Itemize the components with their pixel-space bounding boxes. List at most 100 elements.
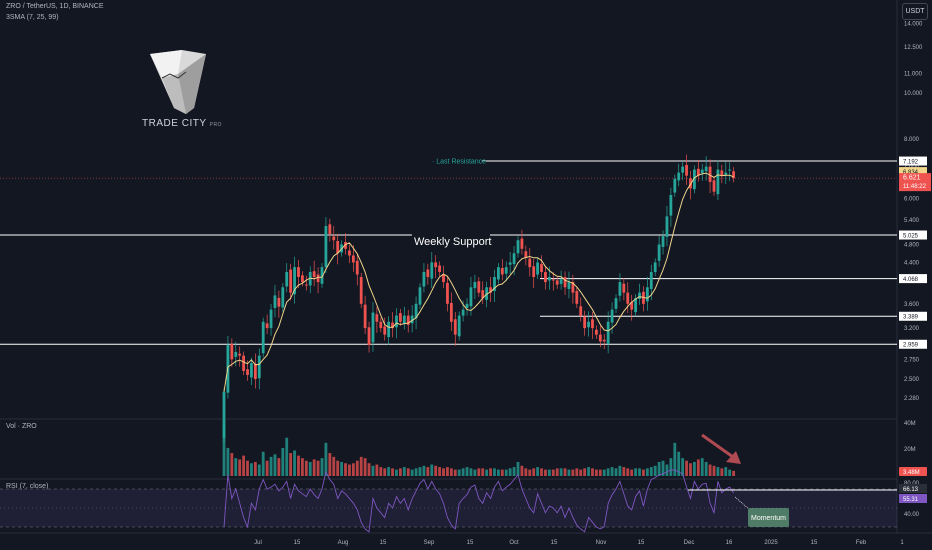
price-tick: 11.000 — [904, 71, 923, 77]
candle-body — [591, 319, 594, 329]
candle-body — [355, 260, 359, 275]
rsi-label-1-tag — [899, 484, 927, 493]
volume-bar — [712, 465, 716, 476]
trade-city-logo: TRADE CITY PRO — [134, 48, 230, 138]
volume-bar — [438, 467, 441, 476]
volume-bar — [457, 469, 461, 476]
time-axis[interactable]: Jul 15 Aug 15 Sep 15 Oct 15 Nov 15 Dec 16 2025 15 Feb 1 — [254, 540, 904, 546]
volume-bar — [375, 464, 379, 476]
candle-body — [379, 321, 383, 329]
candle-body — [571, 282, 575, 293]
volume-bar — [614, 468, 618, 476]
candle-body — [399, 313, 402, 322]
volume-bar — [261, 451, 265, 476]
price-tick: 5.400 — [904, 218, 920, 224]
candle-body — [410, 315, 414, 324]
volume-bar — [371, 465, 375, 476]
level-tag-value: 2.959 — [903, 343, 919, 349]
volume-bar — [516, 461, 520, 476]
volume-bar — [638, 468, 641, 476]
volume-bar — [316, 460, 320, 476]
price-tick: 3.600 — [904, 302, 920, 308]
volume-bar — [528, 469, 532, 476]
time-tick: Nov — [596, 540, 607, 546]
candle-body — [449, 302, 453, 322]
volume-bar — [434, 465, 438, 476]
candle-body — [716, 169, 720, 195]
candle-body — [269, 309, 273, 329]
volume-bar — [567, 469, 571, 476]
candle-body — [253, 363, 257, 380]
time-tick: 15 — [811, 540, 818, 546]
candle-body — [497, 267, 500, 280]
volume-bar — [222, 425, 226, 476]
volume-bar — [383, 468, 387, 476]
candle-body — [387, 321, 391, 338]
candle-body — [332, 236, 336, 241]
candle-body — [485, 287, 489, 300]
candle-body — [661, 236, 665, 247]
volume-bar — [724, 467, 728, 476]
candle-body — [261, 321, 265, 354]
candle-body — [230, 344, 234, 360]
candle-body — [277, 297, 281, 307]
volume-bar — [461, 468, 465, 476]
candle-body — [465, 303, 469, 308]
price-tick: 3.200 — [904, 326, 920, 332]
volume-bar — [540, 468, 543, 476]
indicator-legend[interactable]: 3SMA (7, 25, 99) — [6, 14, 59, 21]
volume-bar — [442, 468, 445, 476]
level-tag — [899, 156, 927, 166]
volume-bar — [575, 468, 579, 476]
time-tick: 2025 — [764, 540, 778, 546]
candle-body — [634, 298, 637, 313]
volume-bar — [689, 463, 692, 476]
candle-body — [626, 292, 630, 304]
candle-body — [575, 291, 579, 304]
volume-bar — [430, 464, 434, 476]
price-tick: 10.000 — [904, 91, 923, 97]
candle-body — [234, 352, 238, 357]
candle-body — [242, 355, 245, 371]
symbol-title[interactable]: ZRO / TetherUS, 1D, BINANCE — [6, 3, 104, 10]
time-tick: 15 — [638, 540, 645, 546]
volume-bar — [508, 468, 512, 476]
candle-body — [457, 315, 461, 337]
volume-bar — [622, 467, 626, 476]
candle-body — [512, 253, 516, 265]
momentum-box — [748, 508, 789, 527]
candle-body — [250, 363, 253, 378]
volume-tick-40m: 40M — [904, 421, 916, 427]
candle-body — [297, 267, 300, 277]
volume-bar — [704, 461, 708, 476]
volume-bar — [551, 469, 555, 476]
candle-body — [677, 172, 681, 181]
rsi-pane-label: RSI (7, close) — [6, 483, 48, 490]
candle-body — [348, 250, 351, 256]
volume-bar — [500, 469, 504, 476]
candle-body — [324, 225, 328, 268]
candle-body — [238, 353, 242, 356]
candle-body — [657, 244, 661, 261]
time-tick: 15 — [380, 540, 387, 546]
momentum-label: Momentum — [751, 515, 786, 522]
rsi-label-1: 66.13 — [903, 487, 919, 493]
volume-bar — [473, 469, 477, 476]
logo-wordmark: TRADE CITY PRO — [134, 118, 230, 129]
price-tag-6834 — [899, 167, 927, 177]
volume-bar — [336, 460, 340, 476]
volume-bar — [665, 464, 669, 476]
logo-name: TRADE CITY — [142, 118, 207, 129]
volume-bar — [642, 469, 645, 476]
candle-body — [638, 292, 641, 299]
level-tag — [899, 339, 927, 349]
candle-body — [579, 306, 583, 316]
volume-bar — [242, 455, 245, 476]
currency-button[interactable]: USDT — [902, 3, 928, 20]
volume-bar — [277, 458, 281, 476]
candle-body — [289, 269, 293, 293]
volume-bar — [312, 459, 316, 476]
volume-bar — [489, 468, 492, 476]
